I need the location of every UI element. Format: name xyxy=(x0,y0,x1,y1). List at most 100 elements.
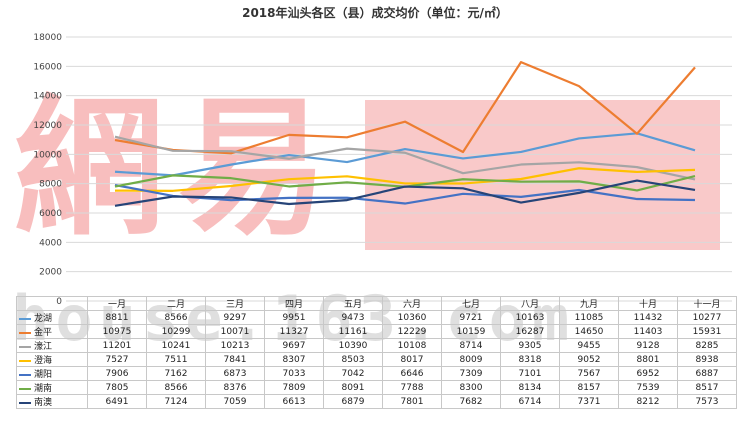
data-label: 7101 xyxy=(500,366,560,381)
data-label: 7809 xyxy=(264,380,324,395)
series-legend-cell: 金平 xyxy=(16,324,88,339)
category-label: 三月 xyxy=(205,296,265,311)
data-label: 7511 xyxy=(146,352,206,367)
table-row: 龙湖 8811 8566 9297 9951 9473 10360 9721 10163 1108… xyxy=(16,310,737,325)
category-label: 一月 xyxy=(87,296,147,311)
data-label: 8566 xyxy=(146,380,206,395)
data-label: 7059 xyxy=(205,394,265,409)
series-legend-cell: 南澳 xyxy=(16,394,88,409)
legend-swatch xyxy=(19,331,31,334)
data-label: 8017 xyxy=(382,352,442,367)
data-label: 7788 xyxy=(382,380,442,395)
series-name: 潮南 xyxy=(34,384,53,394)
data-label: 7124 xyxy=(146,394,206,409)
data-label: 8285 xyxy=(677,338,737,353)
y-axis-ticks: 0200040006000800010000120001400016000180… xyxy=(33,33,62,307)
series-legend-cell: 潮阳 xyxy=(16,366,88,381)
data-label: 8811 xyxy=(87,310,147,325)
series-legend-cell: 濠江 xyxy=(16,338,88,353)
data-label: 10108 xyxy=(382,338,442,353)
data-label: 8318 xyxy=(500,352,560,367)
category-label: 五月 xyxy=(323,296,383,311)
data-label: 8157 xyxy=(559,380,619,395)
data-label: 9697 xyxy=(264,338,324,353)
series-line-潮阳 xyxy=(114,183,696,205)
category-label: 十一月 xyxy=(677,296,737,311)
data-label: 9305 xyxy=(500,338,560,353)
chart-title: 2018年汕头各区（县）成交均价（单位：元/㎡） xyxy=(242,6,508,20)
data-label: 7567 xyxy=(559,366,619,381)
category-label: 四月 xyxy=(264,296,324,311)
data-label: 9052 xyxy=(559,352,619,367)
category-label: 八月 xyxy=(500,296,560,311)
legend-swatch xyxy=(19,387,31,390)
data-label: 9951 xyxy=(264,310,324,325)
series-line-澄海 xyxy=(114,167,696,192)
data-label: 9473 xyxy=(323,310,383,325)
series-line-金平 xyxy=(114,61,696,155)
data-label: 10071 xyxy=(205,324,265,339)
data-label: 10360 xyxy=(382,310,442,325)
data-label: 16287 xyxy=(500,324,560,339)
table-row: 金平 10975 10299 10071 11327 11161 12229 10159 162… xyxy=(16,324,737,339)
table-row: 澄海 7527 7511 7841 8307 8503 8017 8009 8318 9052 88… xyxy=(16,352,737,367)
category-label: 七月 xyxy=(441,296,501,311)
data-label: 11327 xyxy=(264,324,324,339)
series-line-濠江 xyxy=(114,135,696,181)
y-tick-label: 4000 xyxy=(39,238,62,248)
data-label: 8212 xyxy=(618,394,678,409)
data-label: 7527 xyxy=(87,352,147,367)
data-label: 6887 xyxy=(677,366,737,381)
category-label: 十月 xyxy=(618,296,678,311)
data-label: 8300 xyxy=(441,380,501,395)
table-row: 潮南 7805 8566 8376 7809 8091 7788 8300 8134 8157 75… xyxy=(16,380,737,395)
data-label: 6879 xyxy=(323,394,383,409)
data-label: 7573 xyxy=(677,394,737,409)
data-label: 8566 xyxy=(146,310,206,325)
watermark-char-1: 網 xyxy=(14,80,165,256)
series-name: 金平 xyxy=(34,328,53,338)
legend-swatch xyxy=(19,317,31,320)
legend-swatch xyxy=(19,345,31,348)
data-label: 8009 xyxy=(441,352,501,367)
series-line-南澳 xyxy=(114,179,696,207)
series-name: 潮阳 xyxy=(34,370,53,380)
table-row: 濠江 11201 10241 10213 9697 10390 10108 8714 9305 9… xyxy=(16,338,737,353)
y-tick-label: 12000 xyxy=(33,121,62,131)
gridlines xyxy=(66,36,732,302)
series-name: 濠江 xyxy=(34,342,53,352)
series-legend-cell: 龙湖 xyxy=(16,310,88,325)
series-lines xyxy=(114,61,696,207)
category-label: 二月 xyxy=(146,296,206,311)
series-line-龙湖 xyxy=(114,132,696,177)
category-label: 九月 xyxy=(559,296,619,311)
legend-swatch xyxy=(19,373,31,376)
table-row: 南澳 6491 7124 7059 6613 6879 7801 7682 6714 7371 82… xyxy=(16,394,737,409)
data-label: 9721 xyxy=(441,310,501,325)
data-label: 6491 xyxy=(87,394,147,409)
y-tick-label: 14000 xyxy=(33,92,62,102)
data-label: 6646 xyxy=(382,366,442,381)
series-name: 南澳 xyxy=(34,398,53,408)
data-label: 10390 xyxy=(323,338,383,353)
data-label: 8503 xyxy=(323,352,383,367)
y-tick-label: 8000 xyxy=(39,180,62,190)
data-label: 7309 xyxy=(441,366,501,381)
y-tick-label: 16000 xyxy=(33,62,62,72)
data-label: 7805 xyxy=(87,380,147,395)
data-label: 7682 xyxy=(441,394,501,409)
data-label: 11403 xyxy=(618,324,678,339)
data-label: 10213 xyxy=(205,338,265,353)
data-label: 9297 xyxy=(205,310,265,325)
y-tick-label: 2000 xyxy=(39,268,62,278)
data-label: 9455 xyxy=(559,338,619,353)
data-label: 8091 xyxy=(323,380,383,395)
data-label: 7371 xyxy=(559,394,619,409)
data-label: 6714 xyxy=(500,394,560,409)
legend-swatch xyxy=(19,401,31,404)
series-name: 龙湖 xyxy=(34,314,53,324)
table-corner xyxy=(16,296,88,311)
data-label: 8307 xyxy=(264,352,324,367)
data-label: 7906 xyxy=(87,366,147,381)
data-label: 10299 xyxy=(146,324,206,339)
